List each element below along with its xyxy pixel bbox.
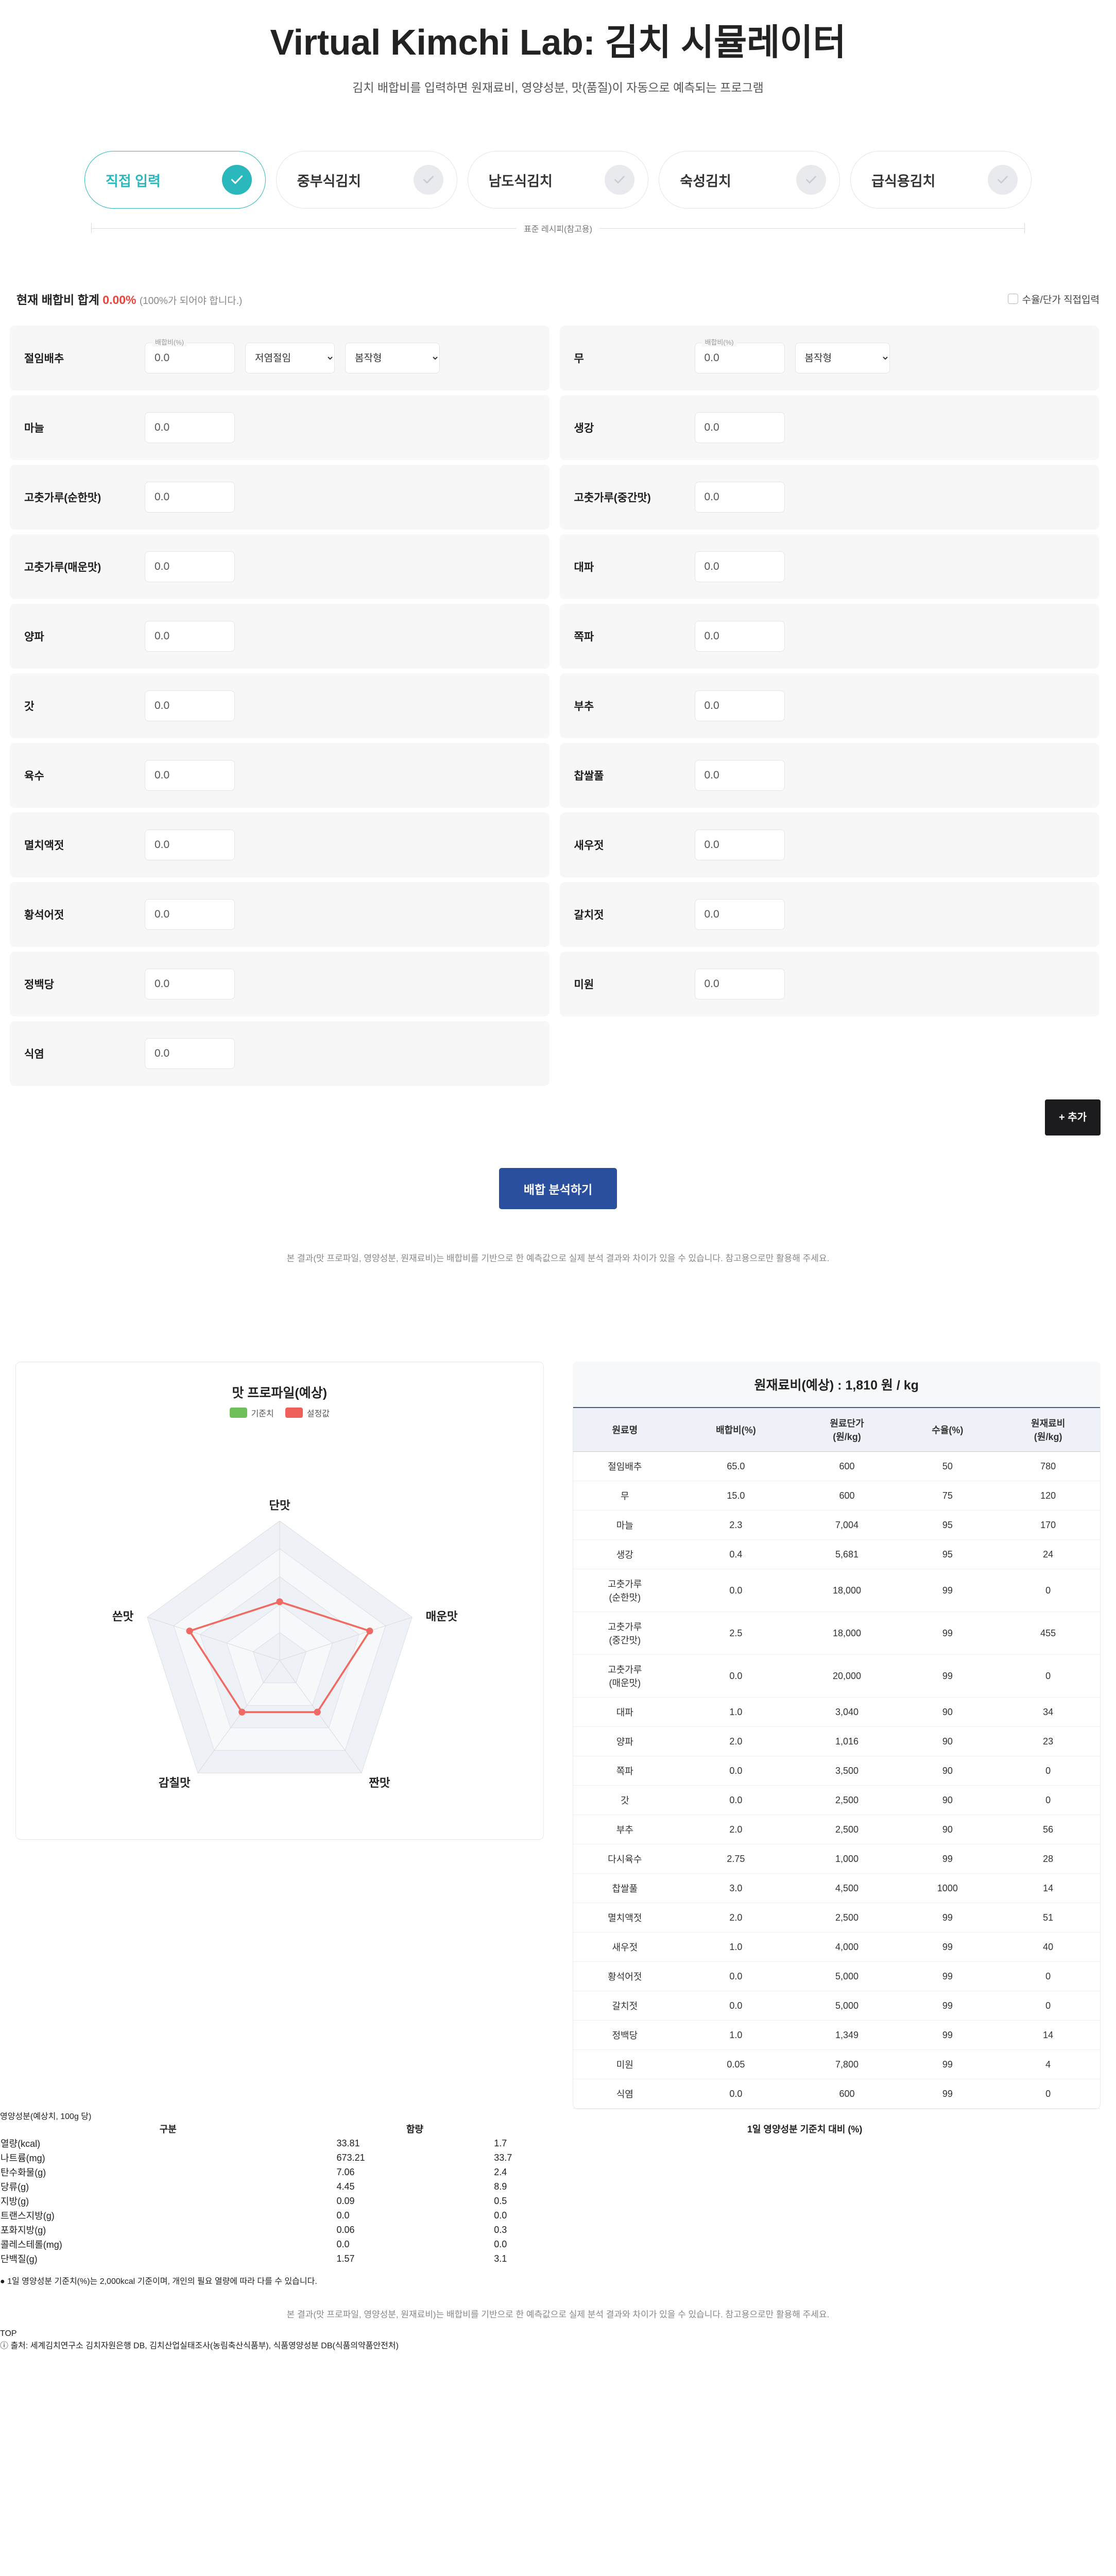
svg-text:매운맛: 매운맛 — [425, 1610, 457, 1623]
svg-text:쓴맛: 쓴맛 — [112, 1610, 134, 1623]
svg-text:감칠맛: 감칠맛 — [159, 1776, 191, 1789]
svg-text:단맛: 단맛 — [269, 1499, 290, 1512]
svg-text:짠맛: 짠맛 — [369, 1776, 390, 1789]
